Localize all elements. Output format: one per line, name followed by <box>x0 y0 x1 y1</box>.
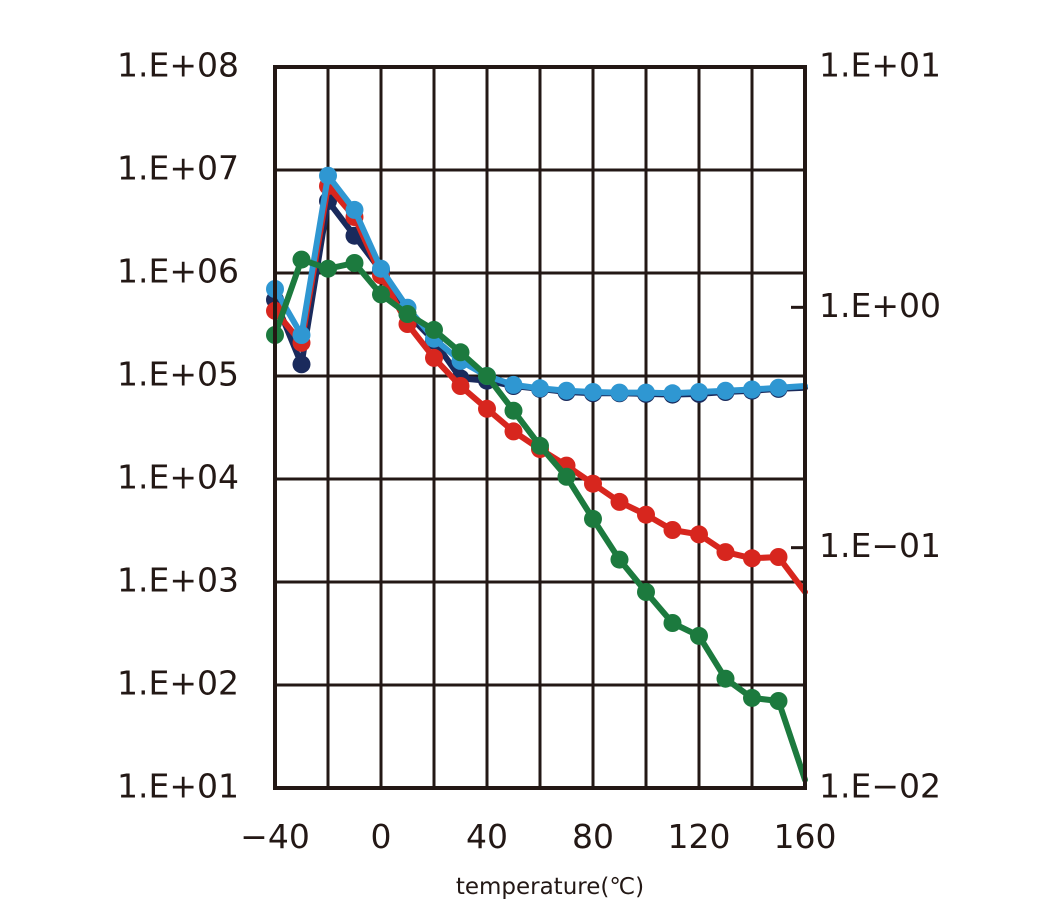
series-2-point <box>584 474 602 493</box>
series-4-point <box>292 250 311 269</box>
series-4-point <box>716 669 735 688</box>
left-axis-ticks: 1.E+01 1.E+02 1.E+03 1.E+04 1.E+05 1.E+06 1.E+… <box>117 46 239 806</box>
right-tick-label: 1.E+00 <box>819 286 941 325</box>
series-layer <box>266 166 808 783</box>
series-4-point <box>531 436 549 455</box>
series-3-point <box>557 381 576 400</box>
x-tick-label: 160 <box>774 817 837 856</box>
series-1 <box>266 192 808 404</box>
right-tick-label: 1.E−02 <box>819 767 941 806</box>
series-3-point <box>319 166 337 185</box>
series-3 <box>266 166 808 403</box>
series-4-point <box>451 343 470 362</box>
series-4-point <box>663 614 682 632</box>
series-3-point <box>504 375 523 394</box>
x-tick-label: 80 <box>572 817 614 856</box>
plot-frame <box>273 65 807 790</box>
series-3-point <box>690 383 708 401</box>
series-4-point <box>743 688 761 707</box>
left-tick-label: 1.E+02 <box>117 664 239 703</box>
series-2-point <box>690 525 708 544</box>
series-4 <box>266 250 808 783</box>
series-1-point <box>292 355 311 374</box>
series-4-point <box>557 467 576 486</box>
left-tick-label: 1.E+08 <box>117 46 239 85</box>
series-3-point <box>345 200 364 219</box>
series-4-point <box>319 259 337 278</box>
x-tick-label: 0 <box>371 817 392 856</box>
series-3-point <box>663 384 682 403</box>
series-2-point <box>637 505 655 524</box>
left-tick-label: 1.E+06 <box>117 252 239 291</box>
left-tick-label: 1.E+04 <box>117 458 239 497</box>
series-4-point <box>372 285 390 304</box>
right-tick-label: 1.E+01 <box>819 46 941 85</box>
series-4-point <box>345 254 364 272</box>
series-2-point <box>743 549 761 568</box>
series-4-point <box>504 401 523 420</box>
series-3-point <box>584 383 602 401</box>
left-tick-label: 1.E+07 <box>117 149 239 188</box>
series-2-point <box>610 492 629 511</box>
series-2-point <box>425 348 443 367</box>
right-axis-ticks: 1.E−02 1.E−01 1.E+00 1.E+01 <box>791 46 941 806</box>
series-3-point <box>531 379 549 398</box>
x-axis-ticks: −40 0 40 80 120 160 <box>240 817 836 856</box>
series-4-point <box>584 509 602 528</box>
left-tick-label: 1.E+05 <box>117 355 239 394</box>
series-3-point <box>637 383 655 402</box>
right-tick-label: 1.E−01 <box>819 526 941 565</box>
series-4-point <box>637 583 655 601</box>
x-tick-label: 40 <box>466 817 508 856</box>
series-2-point <box>769 548 788 566</box>
series-4-point <box>425 320 443 339</box>
x-axis-label: temperature(℃) <box>456 874 644 900</box>
left-tick-label: 1.E+01 <box>117 767 239 806</box>
series-2-point <box>663 521 682 539</box>
x-tick-label: −40 <box>240 817 310 856</box>
series-3-point <box>743 380 761 399</box>
series-2-point <box>504 422 523 441</box>
series-4-point <box>690 626 708 645</box>
series-3-point <box>372 259 390 278</box>
series-2-point <box>716 543 735 562</box>
x-tick-label: 120 <box>668 817 731 856</box>
series-4-point <box>610 550 629 569</box>
series-3-point <box>716 381 735 400</box>
series-2-point <box>451 377 470 395</box>
series-4-point <box>398 305 417 323</box>
series-3-point <box>292 326 311 344</box>
left-tick-label: 1.E+03 <box>117 561 239 600</box>
series-3-point <box>769 378 788 397</box>
series-4-point <box>478 367 496 385</box>
series-4-point <box>769 692 788 710</box>
series-2-point <box>478 399 496 418</box>
series-3-point <box>610 383 629 402</box>
